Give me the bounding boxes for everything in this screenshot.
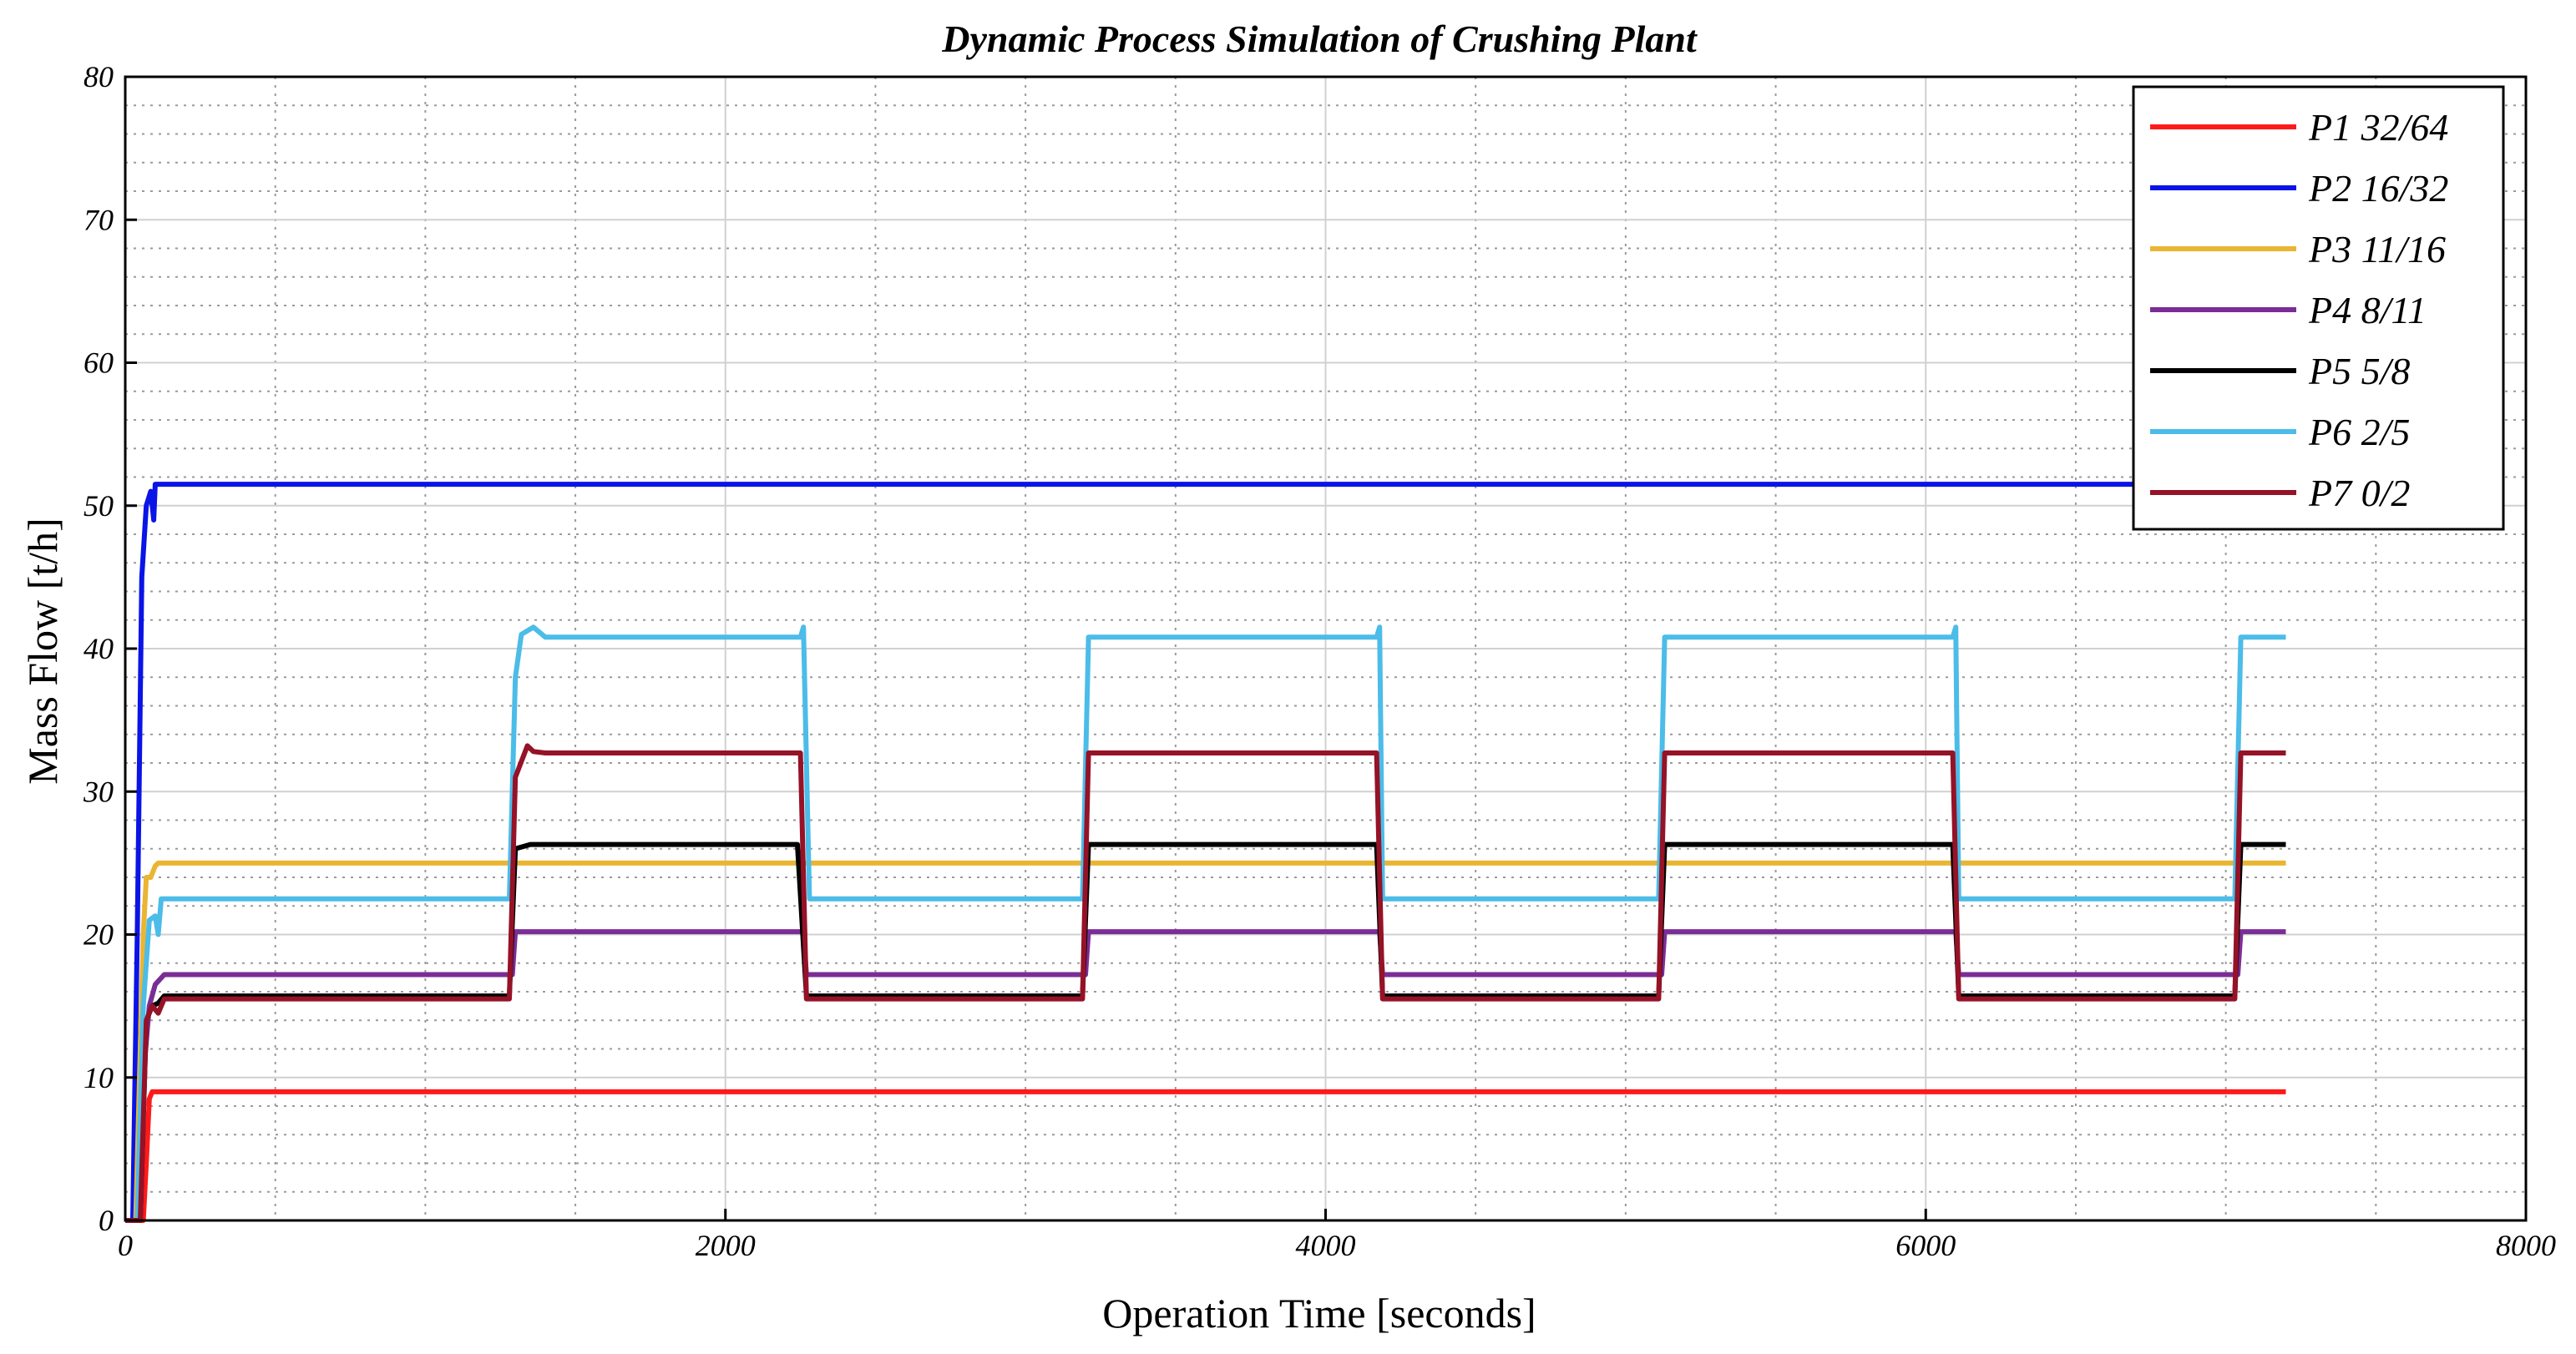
y-axis-label: Mass Flow [t/h] <box>19 518 66 784</box>
series-line-6 <box>125 624 2286 1223</box>
x-tick-label: 4000 <box>1296 1229 1356 1262</box>
y-tick-label: 40 <box>84 632 114 665</box>
legend-label-7: P7 0/2 <box>2308 472 2410 514</box>
series-line-1 <box>125 1089 2286 1223</box>
x-axis-ticks: 0 2000 4000 6000 8000 <box>118 1209 2556 1262</box>
y-axis-ticks: 0 10 20 30 40 50 60 70 80 <box>83 60 137 1237</box>
x-tick-label: 0 <box>118 1229 133 1262</box>
series-line-7 <box>125 743 2286 1223</box>
y-tick-label: 20 <box>84 918 114 952</box>
series-line-4 <box>125 929 2286 1223</box>
y-tick-label: 0 <box>99 1204 114 1237</box>
legend-label-6: P6 2/5 <box>2308 411 2410 453</box>
legend-label-4: P4 8/11 <box>2308 289 2427 331</box>
legend-label-1: P1 32/64 <box>2308 106 2448 149</box>
x-tick-label: 2000 <box>696 1229 756 1262</box>
y-tick-label: 30 <box>83 775 114 808</box>
series-line-3 <box>125 860 2286 1223</box>
y-tick-label: 10 <box>84 1061 114 1094</box>
y-tick-label: 70 <box>84 203 114 236</box>
chart-title: Dynamic Process Simulation of Crushing P… <box>941 18 1698 60</box>
y-tick-label: 50 <box>84 489 114 523</box>
series-line-2 <box>125 482 2286 1223</box>
legend-label-3: P3 11/16 <box>2308 228 2446 270</box>
y-tick-label: 60 <box>84 346 114 380</box>
x-axis-label: Operation Time [seconds] <box>1102 1290 1536 1336</box>
legend: P1 32/64 P2 16/32 P3 11/16 P4 8/11 P5 5/8 P6 … <box>2132 85 2505 531</box>
x-tick-label: 8000 <box>2496 1229 2556 1262</box>
minor-grid <box>125 77 2526 1220</box>
legend-label-5: P5 5/8 <box>2308 350 2410 392</box>
y-tick-label: 80 <box>84 60 114 93</box>
series-layer <box>125 482 2286 1223</box>
x-tick-label: 6000 <box>1895 1229 1956 1262</box>
legend-label-2: P2 16/32 <box>2308 167 2448 210</box>
